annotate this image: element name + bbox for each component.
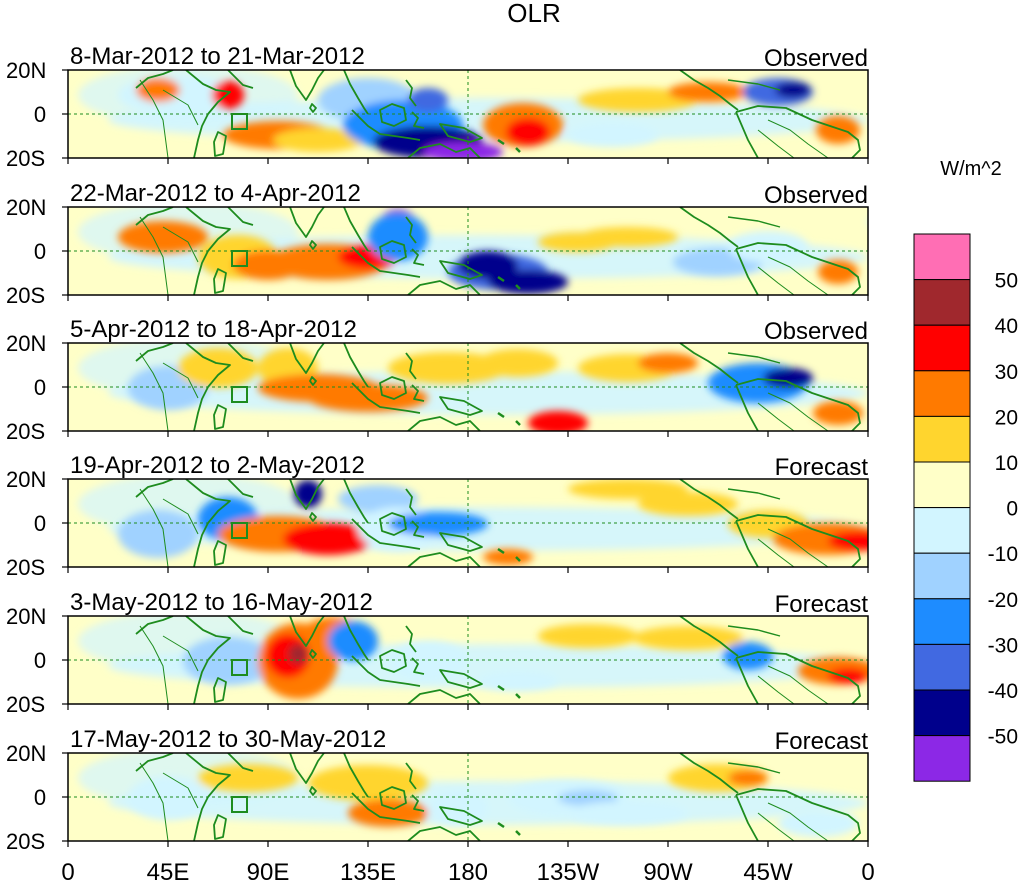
x-tick-label: 0 xyxy=(61,859,74,886)
y-tick-label: 20N xyxy=(6,741,46,766)
colorbar-swatch xyxy=(913,370,971,417)
colorbar-label: -40 xyxy=(988,680,1018,703)
panel-type-label: Forecast xyxy=(775,728,869,755)
colorbar-swatch xyxy=(913,735,971,782)
colorbar-swatch xyxy=(913,598,971,645)
colorbar-labels: 50 40 30 20 10 0 -10 -20 -30 -40 -50 xyxy=(988,270,1018,749)
y-tick-label: 20N xyxy=(6,604,46,629)
y-tick-label: 20N xyxy=(6,467,46,492)
panel-type-label: Forecast xyxy=(775,591,869,618)
y-tick-label: 0 xyxy=(34,102,46,127)
y-tick-label: 20S xyxy=(6,146,45,171)
y-tick-label: 20N xyxy=(6,58,46,83)
y-tick-label: 0 xyxy=(34,785,46,810)
x-tick-label: 45W xyxy=(743,859,793,886)
panel-type-label: Observed xyxy=(764,182,868,209)
colorbar-swatch xyxy=(913,552,971,600)
x-tick-label: 90W xyxy=(643,859,693,886)
y-tick-label: 20N xyxy=(6,195,46,220)
x-axis-tick-labels: 0 45E 90E 135E 180 135W 90W 45W 0 xyxy=(61,859,874,886)
map-panel: 19-Apr-2012 to 2-May-2012 Forecast 20N 0 20S xyxy=(6,452,869,580)
panel-period-label: 8-Mar-2012 to 21-Mar-2012 xyxy=(70,43,365,70)
panel-period-label: 22-Mar-2012 to 4-Apr-2012 xyxy=(70,180,361,207)
y-tick-label: 20S xyxy=(6,419,45,444)
colorbar-label: -20 xyxy=(988,589,1018,612)
y-tick-label: 20N xyxy=(6,331,46,356)
map-panel: 22-Mar-2012 to 4-Apr-2012 Observed 20N 0 20S xyxy=(6,180,869,308)
x-tick-label: 0 xyxy=(861,859,874,886)
colorbar-swatch xyxy=(913,279,971,326)
olr-anomaly-field xyxy=(118,209,858,294)
map-panels: 8-Mar-2012 to 21-Mar-2012 Observed 20N 0 20S… xyxy=(6,43,869,854)
colorbar-label: 40 xyxy=(995,315,1018,338)
colorbar-label: 10 xyxy=(995,452,1018,475)
colorbar-swatch xyxy=(913,643,971,691)
colorbar-label: -50 xyxy=(988,726,1018,749)
map-panel: 3-May-2012 to 16-May-2012 Forecast 20N 0 20S xyxy=(6,589,869,717)
colorbar-label: -10 xyxy=(988,543,1018,566)
colorbar-label: -30 xyxy=(988,634,1018,657)
colorbar-swatches xyxy=(913,233,971,782)
colorbar-label: 30 xyxy=(995,361,1018,384)
colorbar-swatch xyxy=(913,324,971,372)
panel-period-label: 17-May-2012 to 30-May-2012 xyxy=(70,726,386,753)
colorbar-label: 50 xyxy=(995,270,1018,293)
figure-title: OLR xyxy=(507,0,560,28)
map-panel: 5-Apr-2012 to 18-Apr-2012 Observed 20N 0 20S xyxy=(6,316,869,444)
colorbar-swatch xyxy=(913,689,971,737)
olr-anomaly-field xyxy=(183,617,868,699)
x-tick-label: 135E xyxy=(340,859,396,886)
colorbar-label: 20 xyxy=(995,406,1018,429)
map-panel: 8-Mar-2012 to 21-Mar-2012 Observed 20N 0 20S xyxy=(6,43,869,171)
colorbar-label: 0 xyxy=(1006,498,1018,521)
y-tick-label: 20S xyxy=(6,555,45,580)
panel-type-label: Observed xyxy=(764,318,868,345)
panel-type-label: Forecast xyxy=(775,454,869,481)
colorbar-swatch xyxy=(913,233,971,281)
y-tick-label: 0 xyxy=(34,239,46,264)
colorbar-swatch xyxy=(913,507,971,554)
panel-period-label: 3-May-2012 to 16-May-2012 xyxy=(70,589,373,616)
x-tick-label: 45E xyxy=(147,859,190,886)
panel-period-label: 19-Apr-2012 to 2-May-2012 xyxy=(70,452,365,479)
x-tick-label: 180 xyxy=(448,859,488,886)
y-tick-label: 0 xyxy=(34,511,46,536)
panel-type-label: Observed xyxy=(764,45,868,72)
olr-anomaly-field xyxy=(118,75,860,158)
olr-anomaly-field xyxy=(118,479,868,565)
map-panel: 17-May-2012 to 30-May-2012 Forecast 20N 0 20… xyxy=(6,726,869,854)
olr-anomaly-field xyxy=(128,764,858,837)
y-tick-label: 0 xyxy=(34,648,46,673)
colorbar: W/m^2 50 40 30 20 10 0 -10 -20 -30 -40 -50 xyxy=(913,158,1018,782)
panel-period-label: 5-Apr-2012 to 18-Apr-2012 xyxy=(70,316,357,343)
y-tick-label: 20S xyxy=(6,692,45,717)
x-tick-label: 90E xyxy=(247,859,290,886)
x-tick-label: 135W xyxy=(537,859,600,886)
y-tick-label: 0 xyxy=(34,375,46,400)
colorbar-swatch xyxy=(913,415,971,463)
y-tick-label: 20S xyxy=(6,829,45,854)
y-tick-label: 20S xyxy=(6,283,45,308)
colorbar-units: W/m^2 xyxy=(940,158,1002,180)
colorbar-swatch xyxy=(913,461,971,509)
